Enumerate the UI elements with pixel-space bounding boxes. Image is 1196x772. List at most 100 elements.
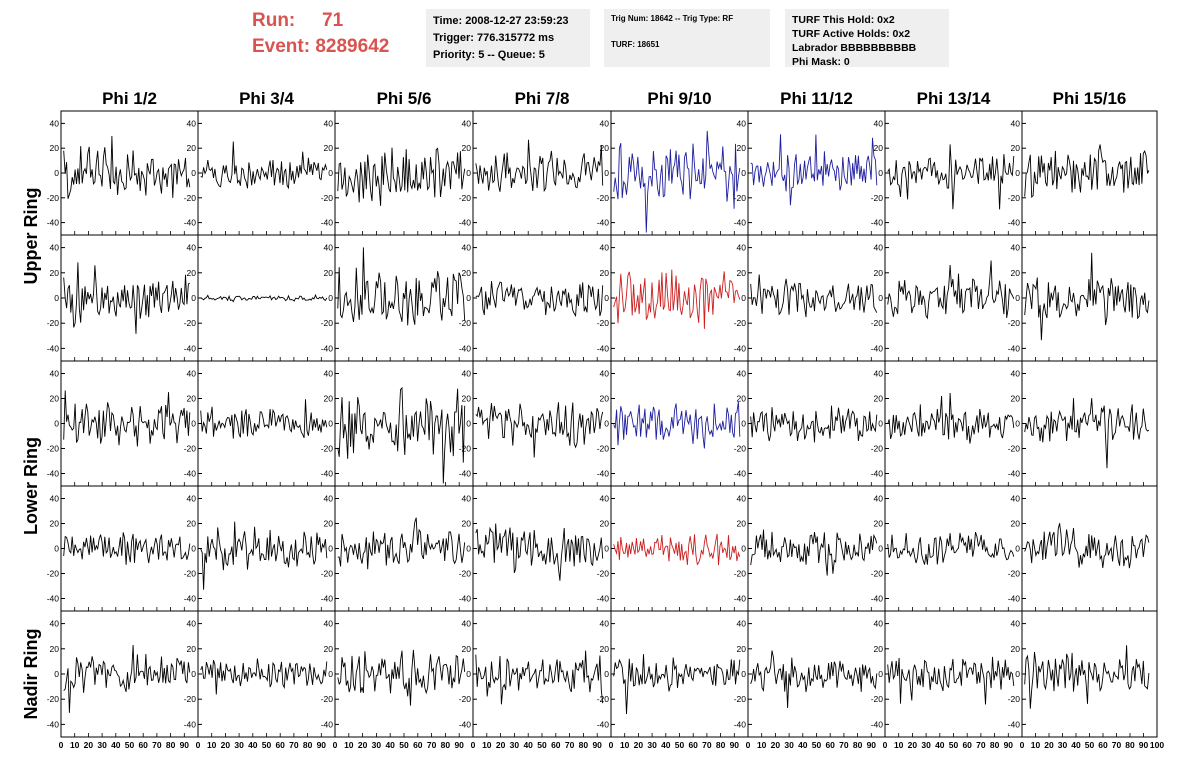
x-tick-label: 10 xyxy=(620,740,630,750)
y-tick-label: 20 xyxy=(600,644,610,654)
y-tick-label: 40 xyxy=(737,118,747,128)
x-tick-label: 80 xyxy=(853,740,863,750)
y-tick-label: -40 xyxy=(459,469,472,479)
y-tick-label: 0 xyxy=(1015,293,1020,303)
waveform-panel: -40 -20 0 20 40 xyxy=(1008,485,1158,612)
waveform-trace xyxy=(887,144,1015,210)
y-tick-label: -40 xyxy=(321,343,334,353)
run-value: 71 xyxy=(322,10,344,31)
waveform-trace xyxy=(63,390,191,447)
y-tick-label: -40 xyxy=(459,719,472,729)
waveform-panel: -40 -20 0 20 40 xyxy=(459,610,612,738)
waveform-panel: -40 -20 0 20 40 xyxy=(47,610,199,738)
y-tick-label: -20 xyxy=(47,569,60,579)
y-tick-label: 0 xyxy=(1015,419,1020,429)
panel-frame xyxy=(197,110,336,236)
y-tick-label: 0 xyxy=(191,293,196,303)
waveform-trace xyxy=(613,269,741,329)
y-tick-label: -20 xyxy=(597,193,610,203)
y-tick-label: 0 xyxy=(604,168,609,178)
y-tick-label: 40 xyxy=(1011,118,1021,128)
y-tick-label: -40 xyxy=(871,218,884,228)
y-tick-label: -40 xyxy=(47,469,60,479)
y-tick-label: 40 xyxy=(600,369,610,379)
y-tick-label: 40 xyxy=(187,243,197,253)
y-tick-label: 40 xyxy=(1011,619,1021,629)
x-tick-label: 30 xyxy=(372,740,382,750)
y-tick-label: -40 xyxy=(734,469,747,479)
y-tick-label: -20 xyxy=(1008,569,1021,579)
y-tick-label: 0 xyxy=(604,669,609,679)
y-tick-label: 0 xyxy=(1015,669,1020,679)
y-tick-label: 40 xyxy=(50,494,60,504)
panel-frame xyxy=(60,485,199,612)
y-tick-label: 20 xyxy=(737,519,747,529)
column-header: Phi 1/2 xyxy=(102,89,157,108)
y-tick-label: -20 xyxy=(597,569,610,579)
waveform-trace xyxy=(475,402,604,458)
waveform-panel: -40 -20 0 20 40 xyxy=(597,234,749,362)
y-tick-label: -40 xyxy=(47,719,60,729)
x-tick-label: 60 xyxy=(688,740,698,750)
waveform-panel: -40 -20 0 20 40 xyxy=(321,360,474,487)
x-tick-label: 90 xyxy=(867,740,877,750)
event-value: 8289642 xyxy=(315,36,390,57)
waveform-trace xyxy=(200,521,328,590)
x-tick-label: 60 xyxy=(551,740,561,750)
x-tick-label: 30 xyxy=(1058,740,1068,750)
y-tick-label: 0 xyxy=(191,544,196,554)
y-tick-label: 0 xyxy=(466,293,471,303)
y-tick-label: 40 xyxy=(874,118,884,128)
waveform-panel: -40 -20 0 20 40 xyxy=(597,485,749,612)
y-tick-label: 20 xyxy=(600,519,610,529)
waveform-trace xyxy=(63,135,191,199)
turf-hold-text: TURF This Hold: 0x2 xyxy=(792,14,895,26)
y-tick-label: -40 xyxy=(184,469,197,479)
turf-active-text: TURF Active Holds: 0x2 xyxy=(792,28,911,40)
y-tick-label: -20 xyxy=(1008,694,1021,704)
y-tick-label: -40 xyxy=(47,218,60,228)
panel-frame xyxy=(747,485,886,612)
x-tick-label: 60 xyxy=(413,740,423,750)
y-tick-label: 20 xyxy=(874,644,884,654)
y-tick-label: 40 xyxy=(462,243,472,253)
waveform-trace xyxy=(475,281,604,318)
y-tick-label: 20 xyxy=(462,143,472,153)
y-tick-label: -40 xyxy=(47,594,60,604)
y-tick-label: -20 xyxy=(1008,444,1021,454)
waveform-trace xyxy=(613,130,741,233)
x-tick-label: 90 xyxy=(180,740,190,750)
y-tick-label: -20 xyxy=(597,444,610,454)
y-tick-label: -40 xyxy=(184,343,197,353)
y-tick-label: 0 xyxy=(466,669,471,679)
x-tick-label: 0 xyxy=(59,740,64,750)
x-tick-label: 80 xyxy=(441,740,451,750)
y-tick-label: -40 xyxy=(459,218,472,228)
waveform-panel: -40 -20 0 20 40 xyxy=(184,485,336,612)
waveform-panel: -40 -20 0 20 40 xyxy=(459,360,612,487)
x-tick-label: 10 xyxy=(757,740,767,750)
waveform-panel: -40 -20 0 20 40 xyxy=(459,234,612,362)
y-tick-label: -20 xyxy=(321,193,334,203)
x-tick-label: 0 xyxy=(609,740,614,750)
y-tick-label: 20 xyxy=(874,394,884,404)
y-tick-label: 40 xyxy=(600,619,610,629)
y-tick-label: 0 xyxy=(878,669,883,679)
y-tick-label: 20 xyxy=(187,143,197,153)
x-tick-label: 70 xyxy=(1112,740,1122,750)
waveform-panel: -40 -20 0 20 40 xyxy=(734,110,886,236)
panel-frame xyxy=(60,360,199,487)
trigger-text: Trigger: 776.315772 ms xyxy=(433,32,555,44)
y-tick-label: -40 xyxy=(459,343,472,353)
y-tick-label: 20 xyxy=(50,268,60,278)
x-tick-label: 50 xyxy=(1085,740,1095,750)
y-tick-label: -20 xyxy=(734,569,747,579)
x-tick-label: 80 xyxy=(166,740,176,750)
y-tick-label: 40 xyxy=(50,619,60,629)
y-tick-label: 0 xyxy=(878,544,883,554)
x-tick-label: 80 xyxy=(716,740,726,750)
waveform-panel: -40 -20 0 20 40 xyxy=(1008,110,1158,236)
y-tick-label: -20 xyxy=(184,569,197,579)
y-tick-label: 0 xyxy=(328,168,333,178)
x-tick-label: 40 xyxy=(661,740,671,750)
